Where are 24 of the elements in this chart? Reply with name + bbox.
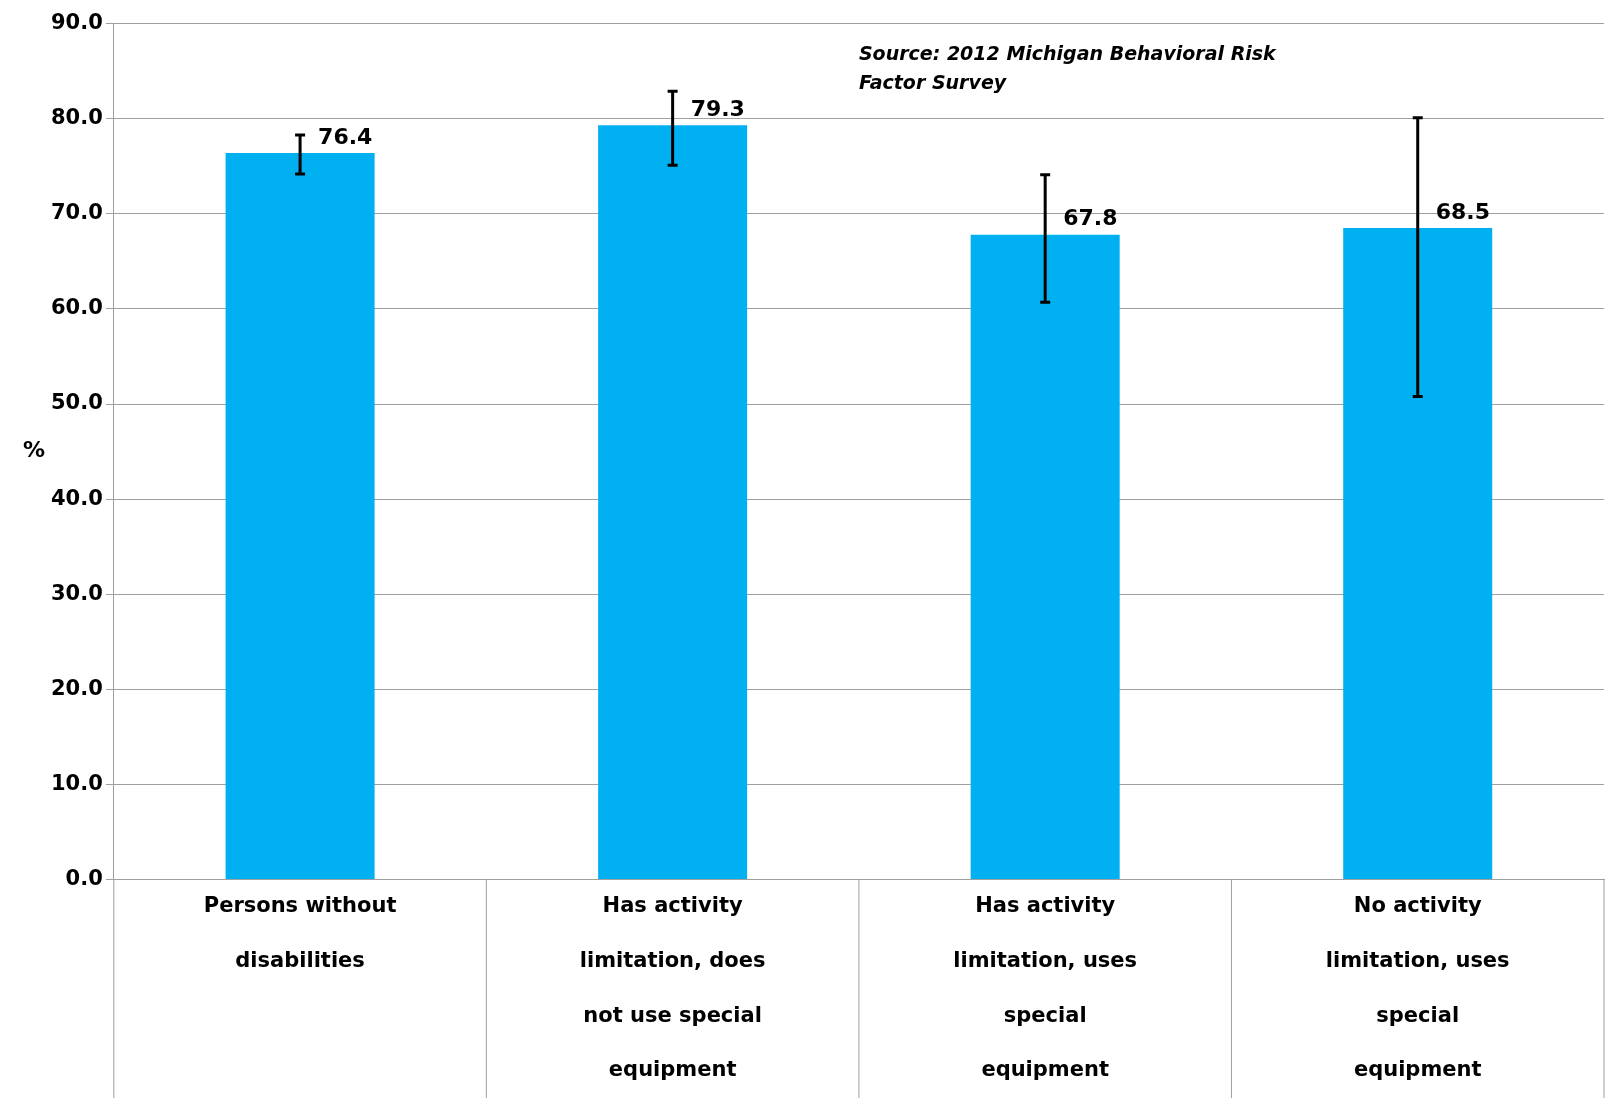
y-tick-label: 70.0 [50,200,103,225]
y-tick-label: 80.0 [50,105,103,130]
bar [1343,228,1493,880]
data-label: 76.4 [318,123,373,149]
data-label: 79.3 [690,96,745,122]
y-tick-label: 30.0 [50,580,103,605]
y-tick-label: 10.0 [50,770,103,795]
category-label: Has activity limitation, does not use special equipment [579,893,766,1082]
y-tick-label: 40.0 [50,485,103,510]
y-axis-title: % [22,437,46,463]
data-label: 68.5 [1435,198,1491,224]
annotation: Source: 2012 Michigan Behavioral Risk Factor Survey [858,42,1278,94]
y-tick-label: 20.0 [50,675,103,700]
category-label: Has activity limitation, uses special equipment [953,893,1138,1082]
y-tick-label: 90.0 [50,10,103,35]
bar [598,125,748,880]
bar [225,152,375,880]
data-label: 67.8 [1063,205,1118,231]
y-tick-label: 0.0 [65,866,103,891]
bar [970,234,1120,880]
y-tick-label: 50.0 [50,390,103,415]
y-tick-label: 60.0 [50,295,103,320]
category-label: Persons without disabilities [203,893,397,972]
category-label: No activity limitation, uses special equipment [1325,893,1510,1082]
